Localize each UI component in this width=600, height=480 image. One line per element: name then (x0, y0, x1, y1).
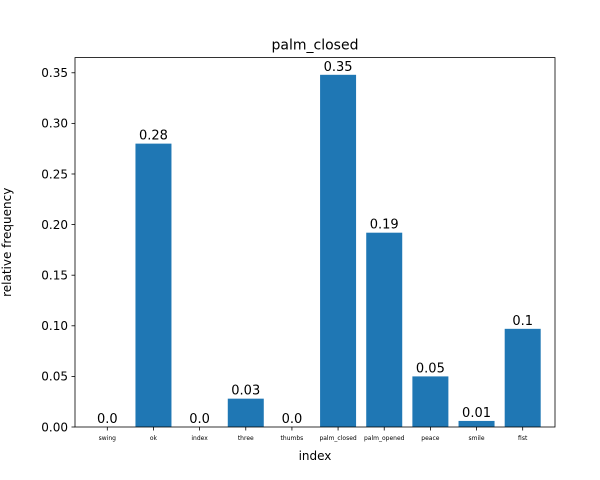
data-label-ok: 0.28 (139, 129, 168, 144)
data-label-smile: 0.01 (462, 406, 491, 421)
x-tick-label-palm-opened: palm_opened (364, 435, 405, 442)
bar-fist (504, 328, 541, 427)
axes-frame (74, 57, 556, 428)
y-tick-label: 0.00 (41, 420, 68, 434)
y-tick-label: 0.35 (41, 66, 68, 80)
bar-peace (412, 376, 449, 427)
data-label-palm-closed: 0.35 (324, 60, 353, 75)
data-label-peace: 0.05 (416, 361, 445, 376)
y-tick-label: 0.15 (41, 268, 68, 282)
x-tick-label-ok: ok (150, 435, 158, 442)
y-tick-label: 0.10 (41, 319, 68, 333)
bar-palm-closed (320, 74, 357, 427)
data-label-index: 0.0 (189, 412, 210, 427)
chart-title: palm_closed (272, 38, 359, 54)
bar-ok (135, 143, 172, 427)
y-tick-label: 0.25 (41, 167, 68, 181)
y-tick-label: 0.05 (41, 370, 68, 384)
plot-area: 0.0 swing 0.28 ok 0.0 index 0.03 three 0.0 thumbs… (41, 57, 556, 442)
x-tick-label-peace: peace (421, 435, 439, 442)
x-tick-label-thumbs: thumbs (281, 435, 304, 442)
data-label-thumbs: 0.0 (282, 412, 303, 427)
x-tick-label-smile: smile (469, 435, 485, 442)
bar-smile (458, 420, 495, 427)
bar-palm-opened (366, 232, 403, 427)
y-axis-label: relative frequency (0, 188, 14, 297)
data-label-palm-opened: 0.19 (370, 218, 399, 233)
x-tick-label-palm-closed: palm_closed (319, 435, 356, 442)
x-tick-label-fist: fist (518, 435, 528, 442)
x-tick-label-three: three (238, 435, 254, 442)
x-tick-label-index: index (191, 435, 208, 442)
x-axis-label: index (299, 449, 332, 463)
data-label-three: 0.03 (231, 384, 260, 399)
bar-three (227, 398, 264, 427)
x-tick-label-swing: swing (99, 435, 117, 442)
data-label-swing: 0.0 (97, 412, 118, 427)
data-label-fist: 0.1 (512, 314, 533, 329)
y-tick-label: 0.20 (41, 218, 68, 232)
y-tick-label: 0.30 (41, 117, 68, 131)
